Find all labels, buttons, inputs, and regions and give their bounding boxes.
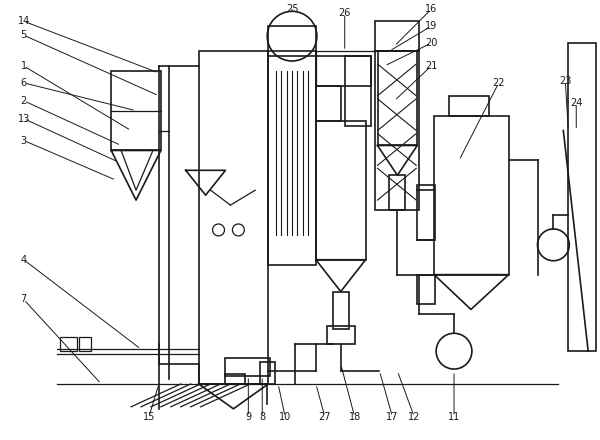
Text: 17: 17	[386, 412, 398, 422]
Text: 11: 11	[448, 412, 460, 422]
Bar	[377, 51, 417, 146]
Text: 23: 23	[559, 76, 572, 86]
Text: 24: 24	[570, 98, 583, 108]
Bar	[568, 43, 596, 351]
Text: 20: 20	[425, 38, 437, 48]
Text: 26: 26	[338, 8, 351, 18]
Text: 2: 2	[20, 96, 27, 106]
Text: 18: 18	[349, 412, 361, 422]
Bar	[79, 337, 91, 351]
Bar	[417, 275, 435, 304]
Bar	[449, 96, 489, 116]
Text: 4: 4	[20, 255, 27, 265]
Bar	[389, 175, 406, 210]
Bar	[374, 21, 419, 51]
Bar	[260, 362, 275, 384]
Bar	[226, 358, 270, 376]
Bar	[333, 292, 349, 329]
Bar	[434, 116, 509, 275]
Bar	[327, 326, 355, 344]
Text: 14: 14	[17, 16, 30, 26]
Bar	[417, 185, 435, 240]
Bar	[59, 337, 77, 351]
Text: 13: 13	[17, 114, 30, 124]
Text: 12: 12	[408, 412, 421, 422]
Text: 16: 16	[425, 4, 437, 15]
Bar	[111, 71, 161, 150]
Bar	[226, 374, 245, 384]
Bar	[268, 51, 316, 265]
Bar	[316, 121, 365, 260]
Text: 3: 3	[20, 136, 27, 146]
Bar	[199, 51, 268, 384]
Text: 9: 9	[245, 412, 251, 422]
Text: 25: 25	[286, 4, 298, 15]
Text: 10: 10	[279, 412, 291, 422]
Text: 22: 22	[493, 78, 505, 88]
Text: 5: 5	[20, 30, 27, 40]
Bar	[374, 51, 419, 210]
Text: 21: 21	[425, 61, 437, 71]
Text: 6: 6	[20, 78, 27, 88]
Text: 15: 15	[143, 412, 155, 422]
Text: 1: 1	[20, 61, 27, 71]
Text: 27: 27	[319, 412, 331, 422]
Text: 7: 7	[20, 294, 27, 304]
Bar	[345, 56, 371, 125]
Text: 19: 19	[425, 21, 437, 31]
Text: 8: 8	[259, 412, 265, 422]
Bar	[316, 86, 341, 121]
Bar	[268, 26, 316, 56]
Bar	[316, 56, 371, 86]
